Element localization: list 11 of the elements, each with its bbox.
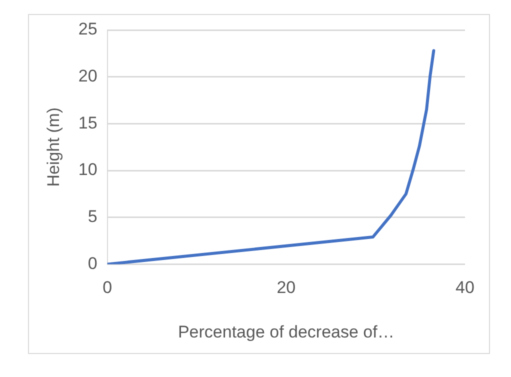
x-tick-label: 40 (456, 278, 474, 298)
y-tick-label: 0 (88, 254, 98, 273)
x-axis-title: Percentage of decrease of… (178, 322, 394, 342)
x-tick-label: 20 (276, 278, 296, 298)
y-tick-label: 25 (78, 20, 98, 39)
y-tick-label: 20 (78, 66, 98, 86)
y-tick-label: 5 (88, 207, 98, 226)
y-axis-title: Height (m) (44, 107, 63, 187)
y-tick-label: 15 (78, 113, 98, 132)
x-tick-label: 0 (102, 278, 112, 298)
y-tick-label: 10 (78, 160, 98, 180)
